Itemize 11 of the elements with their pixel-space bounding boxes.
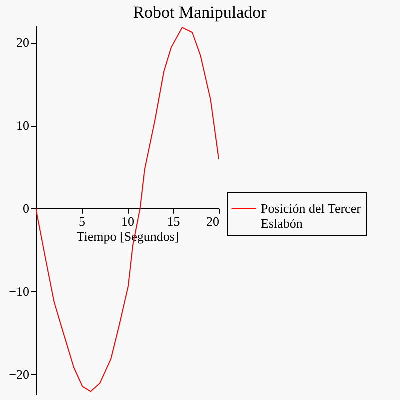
x-tick-label: 5	[79, 214, 86, 229]
y-tick-label: 0	[23, 200, 30, 216]
y-tick-label: 10	[16, 118, 30, 134]
y-tick-label: 20	[16, 35, 30, 50]
x-tick-label: 20	[206, 214, 220, 229]
chart-title: Robot Manipulador	[133, 3, 268, 22]
legend-label: Posición del Tercer Eslabón	[261, 201, 362, 232]
y-tick-label: −20	[9, 366, 30, 382]
y-tick-label: −10	[9, 284, 30, 299]
x-tick-label: 10	[122, 214, 134, 229]
x-tick-label: 15	[167, 214, 180, 229]
